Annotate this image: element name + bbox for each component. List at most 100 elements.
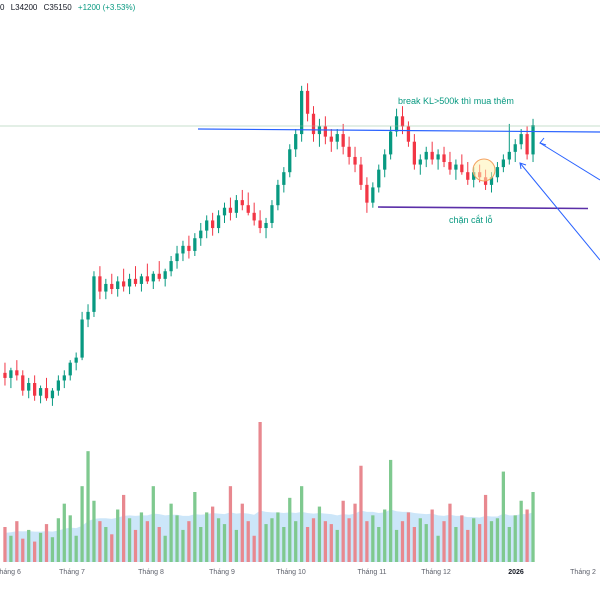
volume-bar: [157, 527, 161, 562]
candle-body: [234, 200, 238, 213]
candle: [359, 156, 363, 190]
candle: [371, 182, 375, 208]
candle: [454, 159, 458, 180]
volume-bar: [240, 503, 244, 562]
volume-bar: [44, 524, 49, 562]
candle: [68, 360, 72, 381]
volume-bar: [365, 521, 369, 562]
candle: [400, 106, 405, 135]
arrow-line-upper[interactable]: [539, 142, 600, 181]
candle: [460, 154, 464, 175]
volume-bar: [104, 527, 108, 562]
candle: [163, 268, 167, 287]
candle: [317, 118, 322, 147]
candle-body: [383, 154, 387, 170]
volume-bar: [335, 529, 339, 562]
candle-body: [525, 134, 529, 155]
candle-body: [110, 283, 114, 290]
candle: [501, 154, 505, 173]
volume-bar: [222, 524, 227, 562]
volume-bar: [193, 492, 197, 562]
volume-bar: [300, 486, 304, 562]
volume-bar: [359, 465, 363, 562]
volume-bar: [50, 537, 55, 562]
candle-body: [122, 281, 126, 287]
candle: [276, 179, 280, 211]
volume-bar: [252, 535, 256, 562]
candle-body: [187, 245, 191, 251]
candle-body: [436, 154, 440, 160]
candle: [347, 136, 351, 165]
candle-body: [311, 113, 316, 135]
candle-body: [264, 222, 268, 229]
x-tick-label: Tháng 11: [357, 569, 386, 576]
candle-body: [33, 383, 37, 396]
candle-body: [199, 230, 203, 239]
candle-body: [531, 125, 535, 155]
stop-loss-line[interactable]: [377, 206, 589, 210]
volume-bar: [139, 512, 144, 562]
candle: [56, 375, 60, 396]
price-pane: [3, 83, 535, 406]
candle: [222, 202, 227, 223]
candle: [133, 266, 138, 287]
volume-bar: [519, 500, 523, 562]
volume-bar: [448, 503, 452, 562]
volume-bar: [430, 509, 434, 562]
candle: [193, 233, 197, 256]
volume-bar: [74, 535, 78, 562]
arrow-line-lower[interactable]: [519, 162, 600, 261]
candle-body: [50, 390, 55, 399]
candle-body: [222, 207, 227, 216]
break-annotation: break KL>500k thì mua thêm: [398, 96, 514, 106]
candle: [424, 146, 428, 168]
candle-body: [335, 134, 339, 142]
candle-body: [519, 134, 523, 145]
candle: [27, 377, 31, 399]
candle-body: [163, 271, 167, 279]
candle: [270, 200, 274, 229]
candle-body: [181, 245, 185, 254]
candle: [234, 195, 238, 218]
candle-body: [9, 370, 13, 378]
volume-bar: [424, 524, 428, 562]
volume-bar: [258, 422, 262, 562]
volume-ma-area: [4, 509, 534, 562]
x-tick-label: Tháng 6: [0, 569, 21, 576]
candle-body: [276, 184, 280, 206]
volume-bar: [62, 503, 66, 562]
volume-bar: [68, 515, 72, 562]
volume-bar: [371, 515, 375, 562]
volume-bar: [406, 512, 411, 562]
candle: [139, 273, 144, 292]
volume-bar: [163, 535, 167, 562]
candle-body: [377, 169, 381, 188]
volume-bar: [389, 459, 393, 562]
price-legend: 0 L34200 C35150 +1200 (+3.53%): [0, 3, 139, 12]
volume-bar: [436, 535, 440, 562]
candle: [205, 215, 209, 239]
volume-bar: [347, 518, 351, 562]
candle: [38, 385, 43, 404]
candle-body: [472, 172, 476, 180]
candle-body: [282, 172, 286, 185]
candle-body: [21, 375, 25, 391]
x-tick-label: Tháng 2: [570, 569, 596, 576]
candle-body: [15, 370, 19, 376]
volume-bar: [323, 521, 327, 562]
candle: [531, 118, 535, 163]
candle: [430, 141, 434, 165]
arrow-head-upper-icon: [539, 137, 547, 146]
volume-bar: [181, 529, 185, 562]
volume-bar: [211, 506, 215, 562]
volume-bar: [507, 527, 511, 562]
candle-body: [92, 276, 96, 312]
candle: [21, 370, 25, 396]
candle: [50, 388, 55, 406]
resistance-trend-line[interactable]: [197, 128, 600, 133]
candle: [406, 121, 411, 147]
candle: [175, 245, 179, 269]
volume-bar: [56, 518, 60, 562]
candle: [33, 375, 37, 401]
